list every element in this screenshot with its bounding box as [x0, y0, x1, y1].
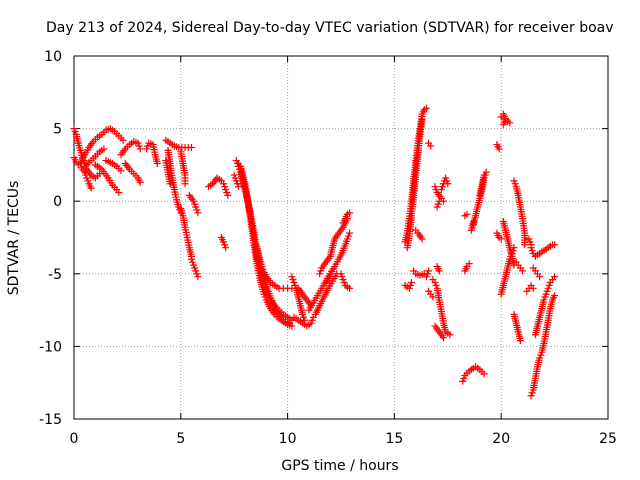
- data-point-marker: [136, 145, 144, 153]
- data-point-marker: [440, 334, 448, 342]
- data-point-marker: [117, 167, 125, 175]
- data-point-marker: [427, 142, 435, 150]
- data-point-marker: [551, 241, 559, 249]
- x-tick-label: 15: [385, 431, 403, 447]
- y-axis-label: SDTVAR / TECUs: [6, 181, 22, 296]
- data-point-marker: [516, 337, 524, 345]
- data-point-marker: [136, 178, 144, 186]
- data-point-marker: [181, 180, 189, 188]
- y-tick-label: 0: [53, 194, 62, 210]
- data-point-marker: [100, 145, 108, 153]
- x-tick-label: 0: [70, 431, 79, 447]
- chart-title: Day 213 of 2024, Sidereal Day-to-day VTE…: [46, 20, 614, 36]
- data-point-marker: [425, 267, 433, 275]
- data-point-marker: [435, 197, 443, 205]
- data-point-marker: [551, 292, 559, 300]
- data-point-marker: [480, 171, 488, 179]
- data-point-marker: [501, 116, 509, 124]
- data-point-marker: [536, 273, 544, 281]
- x-axis-label: GPS time / hours: [281, 458, 398, 474]
- data-point-marker: [463, 210, 471, 218]
- data-point-marker: [166, 180, 174, 188]
- data-point-marker: [87, 184, 95, 192]
- data-point-marker: [444, 180, 452, 188]
- data-point-marker: [224, 191, 232, 199]
- data-point-marker: [115, 188, 123, 196]
- x-tick-label: 20: [492, 431, 510, 447]
- y-tick-label: -15: [39, 412, 62, 428]
- data-point-marker: [519, 267, 527, 275]
- data-point-marker: [187, 143, 195, 151]
- data-point-marker: [480, 370, 488, 378]
- data-point-marker: [497, 235, 505, 243]
- y-tick-label: -10: [39, 339, 62, 355]
- data-point-marker: [418, 116, 426, 124]
- data-point-marker: [422, 104, 430, 112]
- data-point-marker: [234, 183, 242, 191]
- data-point-marker: [529, 284, 537, 292]
- data-points: [70, 104, 559, 400]
- data-point-marker: [407, 279, 415, 287]
- data-point-marker: [435, 267, 443, 275]
- axis-ticks: 0 5 10 15 20 25 -15 -10 -5 0 5 10: [39, 49, 617, 447]
- data-point-marker: [521, 241, 529, 249]
- data-point-marker: [286, 319, 294, 327]
- x-tick-label: 25: [599, 431, 617, 447]
- data-point-marker: [506, 119, 514, 127]
- data-point-marker: [495, 145, 503, 153]
- data-point-marker: [446, 331, 454, 339]
- x-tick-label: 5: [176, 431, 185, 447]
- y-tick-label: 10: [44, 49, 62, 65]
- data-point-marker: [346, 209, 354, 217]
- data-point-marker: [153, 159, 161, 167]
- data-point-marker: [194, 273, 202, 281]
- plot-frame: [73, 55, 609, 420]
- data-point-marker: [346, 229, 354, 237]
- data-point-marker: [551, 273, 559, 281]
- data-point-marker: [429, 293, 437, 301]
- data-point-marker: [194, 209, 202, 217]
- x-tick-label: 10: [279, 431, 297, 447]
- y-tick-label: -5: [48, 267, 62, 283]
- data-point-marker: [465, 260, 473, 268]
- data-point-marker: [469, 218, 477, 226]
- data-point-marker: [119, 136, 127, 144]
- data-point-marker: [412, 226, 420, 234]
- y-tick-label: 5: [53, 122, 62, 138]
- data-point-marker: [527, 241, 535, 249]
- data-point-marker: [346, 284, 354, 292]
- data-point-marker: [222, 244, 230, 252]
